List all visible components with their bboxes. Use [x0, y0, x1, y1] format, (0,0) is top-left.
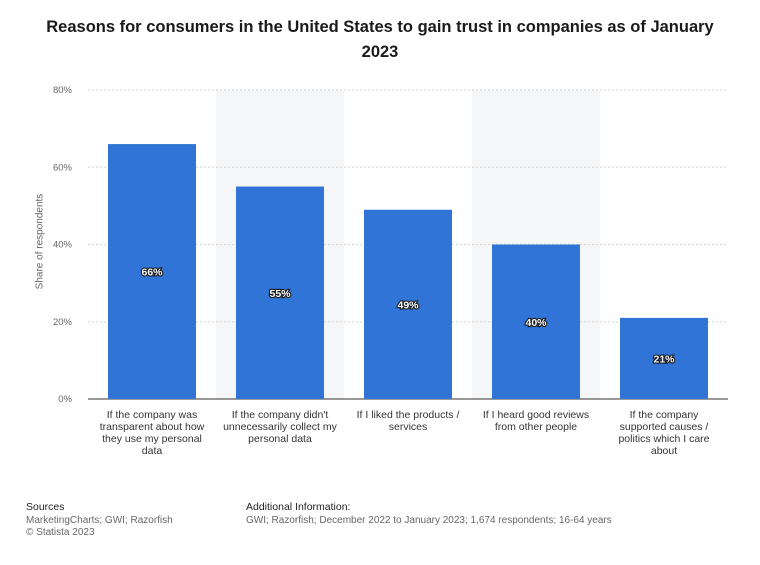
bar-value-label: 40%: [525, 317, 547, 329]
y-tick-label: 40%: [53, 240, 73, 251]
bar-value-label: 55%: [269, 288, 291, 300]
sources-block: Sources MarketingCharts; GWI; Razorfish …: [26, 501, 173, 539]
y-tick-label: 80%: [53, 85, 73, 96]
additional-info-text: GWI; Razorfish; December 2022 to January…: [246, 515, 612, 526]
copyright-text: © Statista 2023: [26, 527, 95, 538]
bar[interactable]: [236, 186, 324, 399]
y-tick-label: 0%: [58, 394, 72, 405]
x-category-label: If I liked the products / services: [356, 409, 460, 433]
bar[interactable]: [620, 317, 708, 399]
y-tick-label: 60%: [53, 162, 73, 173]
bar[interactable]: [108, 144, 196, 399]
x-category-label: If I heard good reviews from other peopl…: [482, 409, 590, 433]
sources-heading: Sources: [26, 501, 65, 513]
y-axis-label: Share of respondents: [34, 193, 46, 290]
y-tick-label: 20%: [53, 317, 73, 328]
chart-title: Reasons for consumers in the United Stat…: [46, 18, 714, 61]
additional-info-heading[interactable]: Additional Information:: [246, 501, 351, 513]
x-category-label: If the company supported causes / politi…: [618, 409, 710, 457]
bar-value-label: 49%: [397, 299, 419, 311]
bar[interactable]: [492, 244, 580, 400]
x-category-label: If the company was transparent about how…: [99, 409, 205, 457]
bar-chart: 0% 20% 40% 60% 80% 66% 55% 49% 40% 21%: [53, 85, 728, 405]
additional-info-block: Additional Information: GWI; Razorfish; …: [246, 501, 612, 527]
bar-value-label: 21%: [653, 353, 675, 365]
x-category-label: If the company didn't unnecessarily coll…: [223, 409, 337, 445]
sources-text[interactable]: MarketingCharts; GWI; Razorfish: [26, 515, 173, 526]
bar[interactable]: [364, 209, 452, 399]
bar-value-label: 66%: [141, 267, 163, 279]
